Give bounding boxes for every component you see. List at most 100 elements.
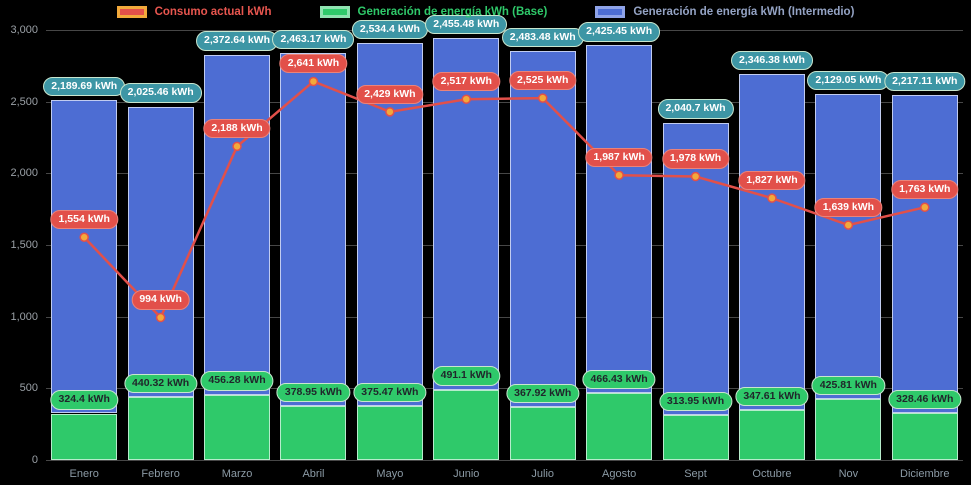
label-consumo: 1,639 kWh (814, 197, 883, 218)
consumo-line-point[interactable] (767, 193, 777, 203)
x-axis-label: Febrero (141, 468, 180, 480)
consumo-line-point[interactable] (232, 141, 242, 152)
x-axis-label: Julio (531, 468, 555, 480)
gridline (46, 101, 963, 103)
label-intermedio: 2,346.38 kWh (730, 50, 813, 70)
label-consumo: 2,188 kWh (203, 119, 271, 139)
x-axis-label: Agosto (602, 468, 637, 480)
label-intermedio: 2,534.4 kWh (351, 19, 428, 39)
label-base: 367.92 kWh (506, 384, 580, 404)
legend-label-consumo-actual: Consumo actual kWh (154, 6, 272, 18)
label-base: 456.28 kWh (200, 371, 274, 391)
bar-base[interactable] (891, 412, 958, 460)
label-consumo: 994 kWh (131, 290, 190, 310)
gridline (46, 245, 963, 246)
label-consumo: 1,554 kWh (50, 210, 118, 230)
legend-item-generacion-base[interactable]: Generación de energía kWh (Base) (319, 6, 548, 18)
consumo-line-point[interactable] (690, 171, 701, 182)
label-consumo: 1,978 kWh (661, 149, 730, 169)
bar-base[interactable] (738, 410, 805, 460)
consumo-line-point[interactable] (461, 94, 472, 104)
y-axis-tick-label: 3,000 (10, 24, 38, 36)
label-intermedio: 2,025.46 kWh (119, 83, 202, 103)
legend-swatch-consumo-actual-icon (116, 6, 147, 18)
label-consumo: 1,763 kWh (891, 180, 959, 200)
bar-intermedio[interactable] (280, 52, 347, 406)
label-intermedio: 2,040.7 kWh (657, 99, 734, 119)
x-axis-label: Diciembre (900, 468, 950, 480)
label-base: 375.47 kWh (353, 383, 427, 403)
bar-base[interactable] (204, 394, 271, 460)
consumo-line-point[interactable] (308, 76, 319, 87)
bar-base[interactable] (509, 407, 576, 460)
label-consumo: 2,641 kWh (279, 54, 348, 74)
bar-base[interactable] (51, 413, 118, 460)
label-base: 378.95 kWh (276, 382, 351, 402)
bar-intermedio[interactable] (891, 95, 958, 413)
gridline (46, 388, 963, 390)
consumo-line-point[interactable] (537, 93, 548, 103)
bar-base[interactable] (127, 396, 194, 460)
bar-intermedio[interactable] (204, 54, 271, 395)
consumo-line-point[interactable] (614, 170, 624, 180)
legend-item-consumo-actual[interactable]: Consumo actual kWh (116, 6, 272, 18)
consumo-line-point[interactable] (920, 202, 930, 213)
x-axis-label: Nov (838, 468, 859, 480)
y-axis-tick-label: 2,500 (10, 95, 38, 108)
x-axis-label: Enero (69, 468, 99, 480)
bar-base[interactable] (815, 398, 882, 460)
y-axis-tick-label: 0 (31, 454, 38, 466)
label-intermedio: 2,372.64 kWh (196, 31, 279, 51)
bar-intermedio[interactable] (127, 106, 194, 397)
label-base: 466.43 kWh (582, 370, 656, 390)
x-axis-label: Abril (302, 468, 325, 480)
y-axis-tick-label: 1,000 (10, 310, 38, 323)
label-intermedio: 2,129.05 kWh (807, 70, 890, 90)
bar-base[interactable] (280, 405, 347, 460)
label-intermedio: 2,189.69 kWh (43, 76, 126, 96)
legend-label-generacion-intermedio: Generación de energía kWh (Intermedio) (633, 6, 855, 18)
bar-base[interactable] (662, 415, 729, 460)
label-intermedio: 2,455.48 kWh (425, 14, 508, 34)
bar-intermedio[interactable] (586, 45, 653, 394)
label-intermedio: 2,425.45 kWh (578, 22, 661, 42)
consumo-line-point[interactable] (385, 107, 395, 117)
label-base: 347.61 kWh (735, 387, 809, 407)
legend-label-generacion-base: Generación de energía kWh (Base) (357, 6, 548, 18)
y-axis-tick-label: 500 (19, 382, 38, 395)
label-base: 328.46 kWh (888, 389, 962, 409)
bar-base[interactable] (356, 406, 423, 460)
label-intermedio: 2,483.48 kWh (501, 28, 584, 48)
bar-base[interactable] (433, 389, 500, 460)
bar-intermedio[interactable] (51, 99, 118, 414)
label-base: 313.95 kWh (658, 391, 733, 412)
x-axis-label: Mayo (376, 468, 404, 480)
label-intermedio: 2,463.17 kWh (272, 29, 355, 49)
x-axis-label: Octubre (752, 468, 792, 480)
bar-intermedio[interactable] (815, 93, 882, 399)
bar-intermedio[interactable] (662, 122, 729, 415)
label-intermedio: 2,217.11 kWh (884, 72, 966, 92)
label-consumo: 2,525 kWh (509, 70, 577, 91)
consumo-line-point[interactable] (843, 220, 854, 230)
label-base: 425.81 kWh (811, 375, 885, 395)
consumo-line-point[interactable] (79, 232, 89, 243)
label-consumo: 1,827 kWh (738, 171, 806, 191)
x-axis-label: Sept (684, 468, 707, 480)
bar-intermedio[interactable] (738, 73, 805, 411)
consumo-line-path (83, 80, 926, 320)
y-axis-tick-label: 1,500 (10, 239, 38, 251)
legend-item-generacion-intermedio[interactable]: Generación de energía kWh (Intermedio) (595, 6, 854, 18)
bar-base[interactable] (586, 393, 653, 460)
chart-legend: Consumo actual kWh Generación de energía… (0, 6, 971, 18)
gridline (46, 173, 963, 175)
consumo-line-point[interactable] (155, 312, 166, 323)
x-axis-label: Marzo (221, 468, 253, 480)
bar-intermedio[interactable] (509, 51, 576, 408)
legend-swatch-generacion-intermedio-icon (595, 6, 626, 18)
label-consumo: 2,517 kWh (432, 72, 500, 92)
legend-swatch-generacion-base-icon (319, 6, 350, 18)
x-axis-label: Junio (453, 468, 480, 480)
